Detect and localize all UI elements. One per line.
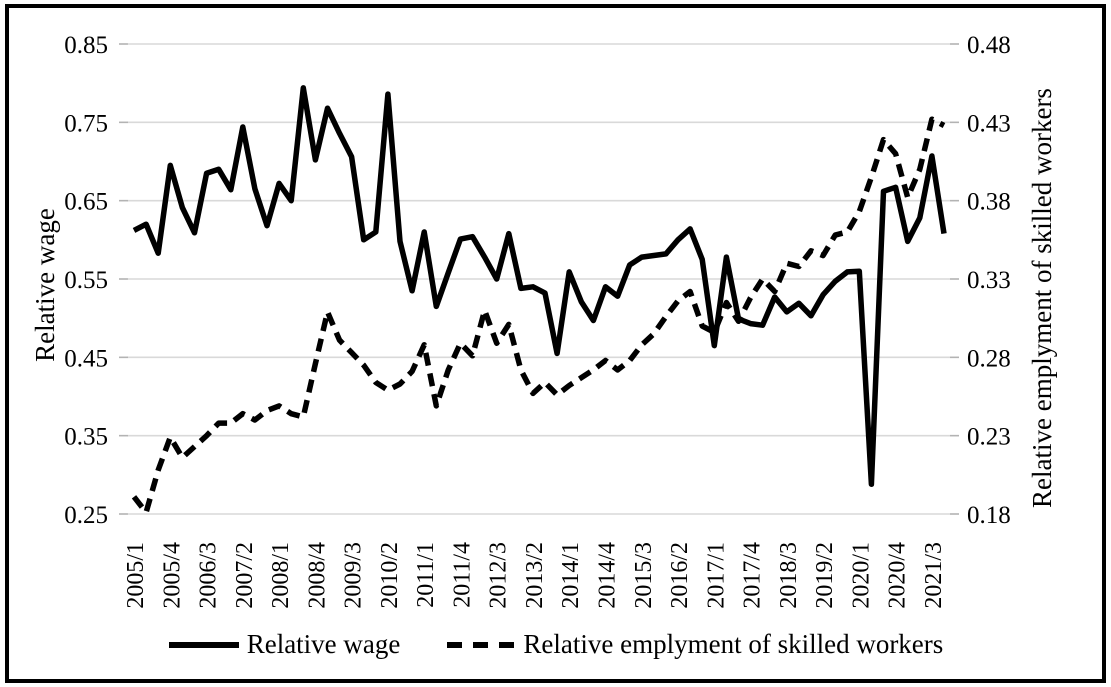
left-axis-tick-label: 0.45 [64, 345, 108, 372]
right-axis-tick-label: 0.28 [967, 345, 1011, 372]
legend-label-relative-wage: Relative wage [246, 629, 401, 659]
x-axis-tick-label: 2012/3 [486, 542, 512, 609]
x-axis-tick-label: 2020/1 [848, 542, 874, 609]
left-axis-tick-label: 0.55 [64, 267, 108, 294]
x-axis-tick-label: 2017/1 [703, 542, 729, 609]
x-axis-tick-label: 2015/3 [631, 542, 657, 609]
left-axis-tick-label: 0.35 [64, 424, 108, 451]
right-axis-tick-label: 0.33 [967, 267, 1011, 294]
left-axis-tick-label: 0.25 [64, 502, 108, 529]
left-axis-title: Relative wage [30, 208, 60, 362]
x-axis-tick-label: 2017/4 [740, 542, 766, 609]
x-axis-tick-label: 2007/2 [232, 542, 258, 609]
series-line-relative-wage [132, 85, 947, 487]
x-axis-tick-label: 2021/3 [921, 542, 947, 609]
left-axis-tick-label: 0.85 [64, 32, 108, 59]
legend-solid-line-icon [168, 641, 239, 648]
x-axis-tick-label: 2014/1 [558, 542, 584, 609]
x-axis-tick-label: 2013/2 [522, 542, 548, 609]
left-axis-tick-label: 0.75 [64, 110, 108, 137]
legend: Relative wage Relative emplyment of skil… [0, 629, 1111, 660]
legend-label-relative-employment: Relative emplyment of skilled workers [523, 629, 944, 659]
x-axis-tick-label: 2011/4 [449, 542, 475, 608]
right-axis-tick-label: 0.38 [967, 189, 1011, 216]
right-axis-tick-label: 0.23 [967, 424, 1011, 451]
left-axis-tick-label: 0.65 [64, 189, 108, 216]
x-axis-tick-label: 2005/4 [159, 542, 185, 609]
x-axis-tick-label: 2009/3 [341, 542, 367, 609]
legend-item-relative-wage: Relative wage [168, 629, 401, 660]
series-line-relative-employment [131, 116, 946, 516]
x-axis-tick-label: 2006/3 [196, 542, 222, 609]
legend-dashed-line-icon [447, 641, 517, 648]
x-axis-tick-label: 2008/4 [304, 542, 330, 609]
x-axis-tick-label: 2016/2 [667, 542, 693, 609]
x-axis-tick-label: 2018/3 [776, 542, 802, 609]
x-axis-tick-label: 2010/2 [377, 542, 403, 609]
x-axis-tick-label: 2011/1 [413, 542, 439, 608]
x-axis-tick-label: 2019/2 [812, 542, 838, 609]
x-axis-tick-label: 2020/4 [885, 542, 911, 609]
right-axis-tick-label: 0.48 [967, 32, 1011, 59]
right-axis-title: Relative emplyment of skilled workers [1027, 88, 1057, 508]
x-axis-tick-label: 2005/1 [123, 542, 149, 609]
right-axis-tick-label: 0.18 [967, 502, 1011, 529]
legend-item-relative-employment: Relative emplyment of skilled workers [446, 629, 943, 660]
x-axis-tick-label: 2014/4 [594, 542, 620, 609]
x-axis-tick-label: 2008/1 [268, 542, 294, 609]
right-axis-tick-label: 0.43 [967, 110, 1011, 137]
